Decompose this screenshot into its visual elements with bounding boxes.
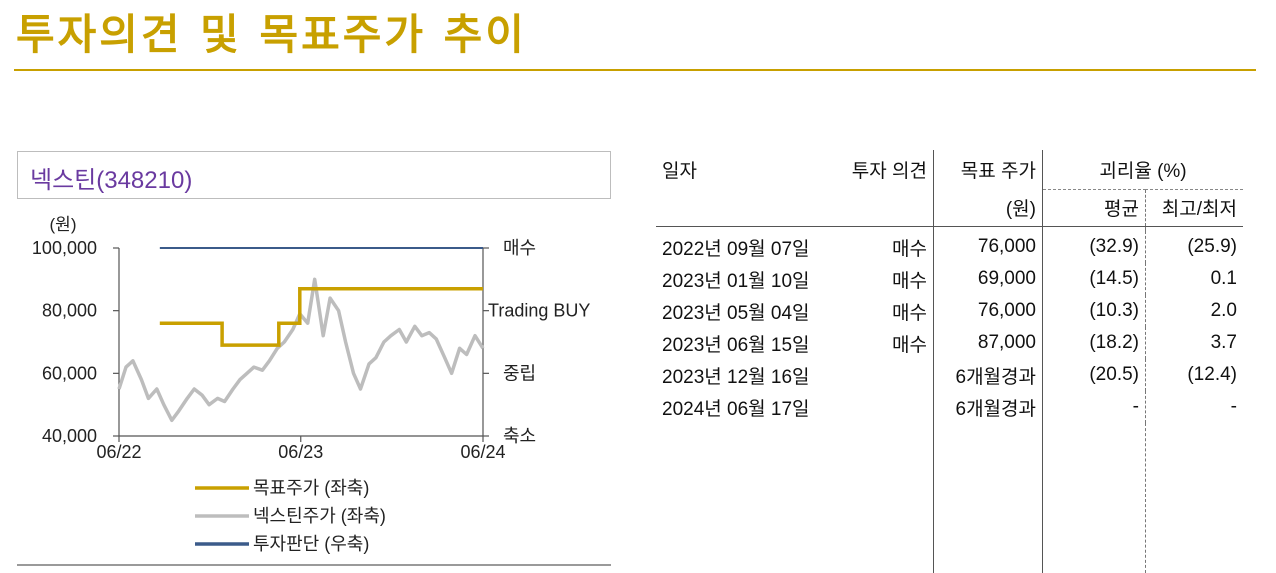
header-maxmin: 최고/최저	[1145, 189, 1243, 227]
row-target: 76,000	[933, 295, 1043, 327]
row-maxmin: 2.0	[1210, 300, 1237, 321]
page-title: 투자의견 및 목표주가 추이	[16, 10, 527, 59]
row-opinion: 매수	[833, 263, 934, 295]
row-target: 69,000	[933, 263, 1043, 295]
row-avg: (20.5)	[1042, 359, 1146, 391]
row-target: 76,000	[933, 231, 1043, 263]
y-tick-label: 40,000	[42, 426, 97, 446]
row-target: 6개월경과	[933, 391, 1043, 423]
row-maxmin: 0.1	[1210, 268, 1237, 289]
right-axis-label: Trading BUY	[488, 301, 590, 321]
row-opinion: 매수	[833, 327, 934, 359]
row-maxmin: (12.4)	[1187, 364, 1237, 385]
header-opinion: 투자 의견	[833, 150, 934, 190]
table-row: 2023년 05월 04일 매수 76,000 (10.3) 2.0	[656, 295, 1243, 327]
y-tick-label: 100,000	[32, 238, 97, 258]
header-avg: 평균	[1042, 189, 1146, 227]
table-row: 2022년 09월 07일 매수 76,000 (32.9) (25.9)	[656, 231, 1243, 263]
table-row: 2023년 06월 15일 매수 87,000 (18.2) 3.7	[656, 327, 1243, 359]
row-opinion: 매수	[833, 231, 934, 263]
legend-label: 목표주가 (좌축)	[253, 478, 369, 498]
row-opinion	[833, 359, 934, 391]
y-axis-unit: (원)	[50, 215, 77, 234]
x-tick-label: 06/23	[278, 442, 323, 462]
row-date: 2023년 06월 15일	[662, 334, 810, 356]
header-target-unit: (원)	[933, 189, 1043, 227]
y-tick-label: 60,000	[42, 363, 97, 383]
row-avg: -	[1042, 391, 1146, 423]
opinion-table: 일자 투자 의견 목표 주가 괴리율 (%) (원) 평균 최고/최저 2022…	[656, 150, 1243, 573]
y-tick-label: 80,000	[42, 301, 97, 321]
right-axis-label: 매수	[503, 238, 536, 258]
chart-header: 넥스틴(348210)	[17, 151, 611, 199]
x-tick-label: 06/24	[460, 442, 505, 462]
row-target: 6개월경과	[933, 359, 1043, 391]
header-gap: 괴리율 (%)	[1042, 150, 1243, 190]
chart-title: 넥스틴(348210)	[30, 167, 193, 194]
right-axis-label: 중립	[503, 363, 536, 383]
x-tick-label: 06/22	[96, 442, 141, 462]
row-maxmin: 3.7	[1210, 332, 1237, 353]
row-date: 2024년 06월 17일	[662, 398, 810, 420]
row-date: 2023년 05월 04일	[662, 302, 810, 324]
header-date: 일자	[662, 161, 697, 182]
price-chart: (원) 40,000 60,000 80,000 100,000 매수 Trading BU…	[32, 215, 590, 554]
row-avg: (32.9)	[1042, 231, 1146, 263]
row-date: 2023년 12월 16일	[662, 366, 810, 388]
chart-bottom-rule	[17, 564, 611, 566]
header-target: 목표 주가	[933, 150, 1043, 190]
table-row: 2023년 01월 10일 매수 69,000 (14.5) 0.1	[656, 263, 1243, 295]
chart-panel: 넥스틴(348210) (원) 40,000 60,000 80,000 100,000…	[17, 151, 611, 568]
row-maxmin: (25.9)	[1187, 236, 1237, 257]
title-divider	[14, 69, 1256, 71]
table-row: 2024년 06월 17일 6개월경과 - -	[656, 391, 1243, 423]
table-row: 2023년 12월 16일 6개월경과 (20.5) (12.4)	[656, 359, 1243, 391]
row-avg: (18.2)	[1042, 327, 1146, 359]
row-opinion: 매수	[833, 295, 934, 327]
row-avg: (14.5)	[1042, 263, 1146, 295]
row-target: 87,000	[933, 327, 1043, 359]
legend-label: 투자판단 (우축)	[253, 534, 369, 554]
row-opinion	[833, 391, 934, 423]
row-date: 2022년 09월 07일	[662, 238, 810, 260]
row-date: 2023년 01월 10일	[662, 270, 810, 292]
row-avg: (10.3)	[1042, 295, 1146, 327]
row-maxmin: -	[1230, 396, 1237, 417]
right-axis-label: 축소	[503, 426, 536, 446]
target-price-line	[159, 286, 483, 347]
legend-label: 넥스틴주가 (좌축)	[253, 506, 386, 526]
